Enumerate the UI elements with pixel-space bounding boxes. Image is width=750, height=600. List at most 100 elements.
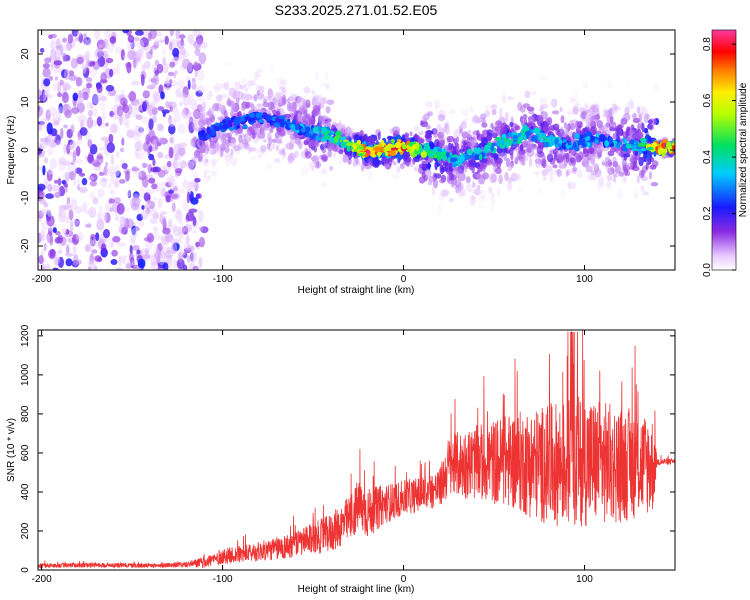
x-tick-label: 0 bbox=[401, 274, 407, 285]
heatmap-ridge-cell bbox=[384, 144, 392, 152]
heatmap-cell bbox=[157, 242, 163, 252]
heatmap-cell bbox=[187, 255, 191, 263]
heatmap-cell bbox=[259, 145, 267, 153]
heatmap-cell bbox=[98, 171, 105, 176]
heatmap-cell bbox=[162, 227, 171, 235]
heatmap-cell bbox=[424, 134, 432, 139]
heatmap-cell bbox=[630, 102, 634, 111]
heatmap-cell bbox=[168, 114, 172, 126]
heatmap-ridge-cell bbox=[306, 131, 310, 138]
heatmap-cell bbox=[134, 30, 144, 36]
heatmap-cell bbox=[157, 151, 164, 159]
heatmap-cell bbox=[171, 162, 180, 169]
heatmap-cell bbox=[98, 44, 103, 49]
heatmap-cell bbox=[176, 258, 185, 270]
heatmap-cell bbox=[66, 196, 71, 205]
heatmap-cell bbox=[96, 116, 103, 127]
heatmap-cell bbox=[436, 124, 442, 132]
heatmap-ridge-cell bbox=[390, 139, 395, 144]
heatmap-cell bbox=[161, 48, 166, 55]
heatmap-cell bbox=[156, 63, 164, 74]
heatmap-cell bbox=[182, 251, 188, 259]
heatmap-cell bbox=[177, 123, 186, 134]
heatmap-ridge-cell bbox=[229, 121, 233, 128]
heatmap-ridge-cell bbox=[346, 142, 352, 146]
heatmap-cell bbox=[115, 63, 121, 76]
heatmap-cell bbox=[550, 98, 558, 108]
heatmap-cell bbox=[279, 129, 286, 137]
heatmap-cell bbox=[121, 137, 125, 146]
heatmap-cell bbox=[49, 158, 58, 169]
heatmap-cell bbox=[602, 113, 609, 118]
heatmap-cell bbox=[78, 33, 84, 44]
heatmap-cell bbox=[108, 133, 114, 144]
heatmap-cell bbox=[168, 124, 176, 135]
heatmap-cell bbox=[154, 38, 160, 46]
heatmap-cell bbox=[325, 83, 331, 91]
heatmap-cell bbox=[221, 83, 226, 89]
heatmap-cell bbox=[73, 220, 80, 226]
heatmap-cell bbox=[112, 236, 121, 243]
heatmap-cell bbox=[312, 95, 320, 102]
heatmap-cell bbox=[175, 88, 182, 94]
heatmap-cell bbox=[497, 186, 501, 197]
heatmap-cell bbox=[75, 36, 80, 42]
heatmap-cell bbox=[604, 156, 611, 164]
heatmap-cell bbox=[87, 261, 94, 266]
heatmap-ridge-cell bbox=[543, 142, 550, 148]
heatmap-cell bbox=[93, 162, 101, 168]
heatmap-cell bbox=[187, 181, 195, 188]
heatmap-ridge-cell bbox=[539, 139, 545, 143]
heatmap-cell bbox=[38, 147, 43, 155]
heatmap-cell bbox=[140, 74, 145, 86]
heatmap-cell bbox=[606, 174, 613, 182]
heatmap-cell bbox=[294, 150, 299, 158]
heatmap-ridge-cell bbox=[321, 127, 328, 134]
heatmap-ridge-cell bbox=[530, 135, 538, 142]
heatmap-cell bbox=[319, 97, 327, 105]
heatmap-cell bbox=[71, 107, 80, 114]
heatmap-cell bbox=[116, 242, 126, 248]
heatmap-cell bbox=[65, 252, 74, 257]
heatmap-cell bbox=[404, 132, 410, 138]
heatmap-cell bbox=[337, 159, 343, 165]
heatmap-cell bbox=[146, 188, 155, 195]
heatmap-cell bbox=[139, 37, 149, 48]
heatmap-cell bbox=[519, 105, 526, 113]
heatmap-cell bbox=[223, 152, 231, 159]
heatmap-cell bbox=[55, 231, 61, 236]
heatmap-ridge-cell bbox=[491, 142, 497, 147]
heatmap-cell bbox=[472, 114, 480, 123]
heatmap-cell bbox=[42, 67, 51, 78]
heatmap-cell bbox=[452, 166, 460, 171]
y-tick-label: 20 bbox=[20, 48, 31, 60]
heatmap-ridge-cell bbox=[410, 146, 415, 150]
heatmap-cell bbox=[58, 103, 63, 114]
heatmap-cell bbox=[622, 131, 629, 139]
heatmap-cell bbox=[640, 185, 645, 193]
heatmap-cell bbox=[162, 216, 167, 228]
heatmap-cell bbox=[160, 187, 167, 198]
heatmap-cell bbox=[83, 38, 88, 47]
heatmap-cell bbox=[151, 183, 158, 190]
heatmap-cell bbox=[268, 101, 274, 111]
colorbar-tick-label: 0.6 bbox=[702, 93, 713, 107]
heatmap-cell bbox=[473, 188, 481, 196]
heatmap-cell bbox=[182, 181, 191, 189]
heatmap-cell bbox=[177, 226, 185, 235]
heatmap-cell bbox=[48, 76, 54, 81]
heatmap-cell bbox=[54, 76, 59, 81]
heatmap-cell bbox=[141, 247, 149, 254]
heatmap-cell bbox=[268, 146, 273, 152]
heatmap-cell bbox=[609, 116, 614, 123]
heatmap-ridge-cell bbox=[646, 146, 654, 151]
heatmap-cell bbox=[126, 190, 131, 198]
heatmap-cell bbox=[517, 174, 522, 181]
heatmap-cell bbox=[193, 61, 199, 72]
heatmap-cell bbox=[38, 183, 46, 191]
heatmap-cell bbox=[40, 117, 48, 128]
heatmap-cell bbox=[597, 144, 604, 153]
heatmap-cell bbox=[66, 159, 71, 164]
heatmap-cell bbox=[469, 198, 475, 206]
heatmap-ridge-cell bbox=[228, 119, 235, 123]
